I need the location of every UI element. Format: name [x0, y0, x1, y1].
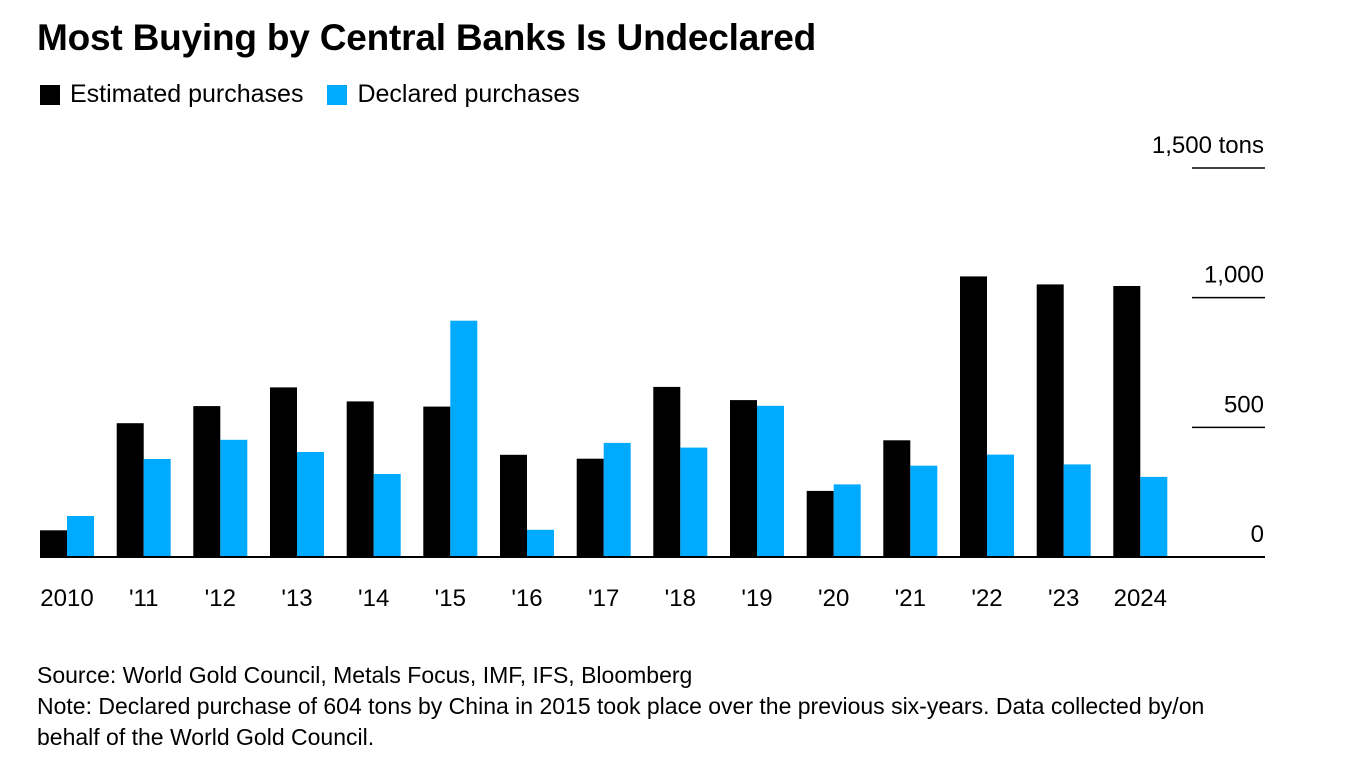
bar-estimated-7 [576, 458, 604, 557]
legend-swatch-declared [327, 84, 348, 105]
bar-estimated-1 [116, 423, 144, 557]
x-tick-label-7: '17 [588, 585, 619, 612]
x-tick-label-3: '13 [281, 585, 312, 612]
x-tick-label-6: '16 [511, 585, 542, 612]
bar-estimated-11 [883, 440, 911, 557]
bar-declared-1 [143, 459, 171, 557]
bar-estimated-6 [500, 454, 527, 557]
chart-title: Most Buying by Central Banks Is Undeclar… [37, 17, 817, 58]
x-tick-label-5: '15 [435, 585, 466, 612]
note-text: Note: Declared purchase of 604 tons by C… [37, 693, 1205, 750]
bar-estimated-12 [960, 276, 987, 557]
x-tick-label-1: '11 [129, 585, 159, 612]
x-tick-label-9: '19 [741, 585, 772, 612]
bar-estimated-14 [1113, 286, 1141, 557]
bar-declared-6 [527, 529, 554, 557]
bar-declared-5 [450, 320, 478, 557]
x-tick-label-10: '20 [818, 585, 849, 612]
x-tick-label-2: '12 [205, 585, 236, 612]
x-tick-label-4: '14 [358, 585, 389, 612]
x-tick-label-13: '23 [1048, 585, 1079, 612]
y-tick-label-1: 500 [1224, 391, 1264, 418]
x-tick-label-11: '21 [895, 585, 926, 612]
bar-estimated-4 [346, 401, 374, 557]
footer: Source: World Gold Council, Metals Focus… [37, 660, 1217, 753]
bar-estimated-0 [40, 530, 67, 557]
bar-declared-7 [603, 442, 631, 557]
bar-declared-12 [987, 454, 1014, 557]
legend-swatch-estimated [40, 84, 60, 105]
bar-declared-2 [220, 439, 248, 557]
bar-estimated-2 [193, 406, 221, 557]
bar-estimated-10 [806, 490, 834, 557]
bar-declared-3 [297, 452, 324, 557]
x-tick-label-12: '22 [971, 585, 1002, 612]
legend-item-estimated: Estimated purchases [40, 80, 303, 109]
bar-declared-14 [1140, 476, 1168, 557]
x-tick-label-0: 2010 [40, 585, 93, 612]
y-tick-label-3: 1,500 tons [1152, 132, 1264, 159]
bar-estimated-9 [730, 400, 757, 557]
bar-estimated-13 [1036, 284, 1064, 557]
x-tick-label-14: 2024 [1114, 585, 1167, 612]
bar-estimated-8 [653, 386, 681, 557]
bar-declared-0 [67, 516, 94, 557]
legend: Estimated purchases Declared purchases [40, 80, 604, 109]
bar-declared-9 [757, 405, 784, 557]
source-text: Source: World Gold Council, Metals Focus… [37, 662, 693, 688]
legend-label-estimated: Estimated purchases [70, 80, 304, 108]
bar-declared-10 [833, 484, 861, 557]
bar-chart: 0 500 1,000 1,500 tons 2010 '11 '12 '13 '14 '15 '1… [40, 132, 1265, 612]
y-tick-label-2: 1,000 [1204, 262, 1264, 289]
y-tick-label-0: 0 [1251, 521, 1264, 548]
bar-declared-13 [1063, 464, 1091, 557]
bar-estimated-5 [423, 406, 451, 557]
bar-declared-8 [680, 447, 708, 557]
legend-item-declared: Declared purchases [327, 80, 580, 109]
bar-declared-4 [373, 474, 401, 557]
bar-declared-11 [910, 465, 938, 557]
x-tick-label-8: '18 [665, 585, 696, 612]
bar-estimated-3 [270, 387, 297, 557]
legend-label-declared: Declared purchases [357, 80, 580, 108]
